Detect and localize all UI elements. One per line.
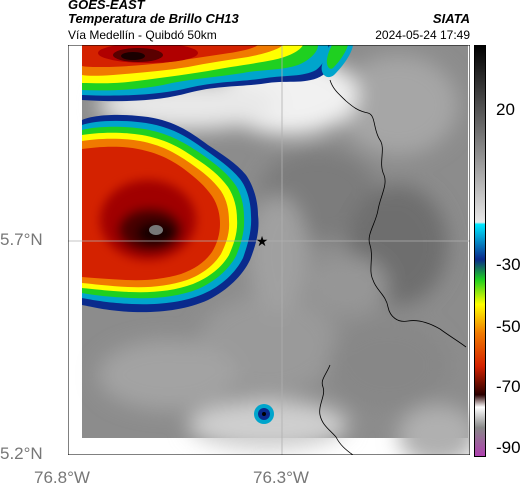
- colorbar-tick-label: -70: [496, 377, 521, 396]
- region-subtitle: Vía Medellín - Quibdó 50km: [68, 28, 217, 42]
- coastline: [329, 79, 467, 348]
- top-convective-band: [82, 45, 334, 102]
- brightness-temperature-map: ★: [68, 45, 470, 455]
- lat-tick-label: 5.2°N: [0, 444, 43, 463]
- lon-tick-label: 76.3°W: [253, 468, 309, 487]
- lon-tick-label: 76.8°W: [34, 468, 90, 487]
- overshooting-top: [149, 225, 163, 235]
- image-datetime: 2024-05-24 17:49: [375, 28, 470, 42]
- boundary: [319, 364, 354, 455]
- product-title: Temperatura de Brillo CH13: [68, 11, 239, 26]
- satellite-name: GOES-EAST: [68, 0, 145, 12]
- star-marker-icon: ★: [256, 234, 269, 250]
- colorbar-tick-label: -90: [496, 438, 521, 457]
- isolated-cell: [254, 404, 274, 424]
- top-right-cloud: [321, 45, 353, 78]
- colorbar-tick-label: -30: [496, 255, 521, 274]
- lat-tick-label: 5.7°N: [0, 230, 43, 249]
- colorbar: [474, 45, 486, 457]
- colorbar-tick-label: -50: [496, 317, 521, 336]
- colorbar-tick-label: 20: [496, 100, 515, 119]
- cold-core: [100, 180, 196, 260]
- institution-label: SIATA: [432, 11, 470, 26]
